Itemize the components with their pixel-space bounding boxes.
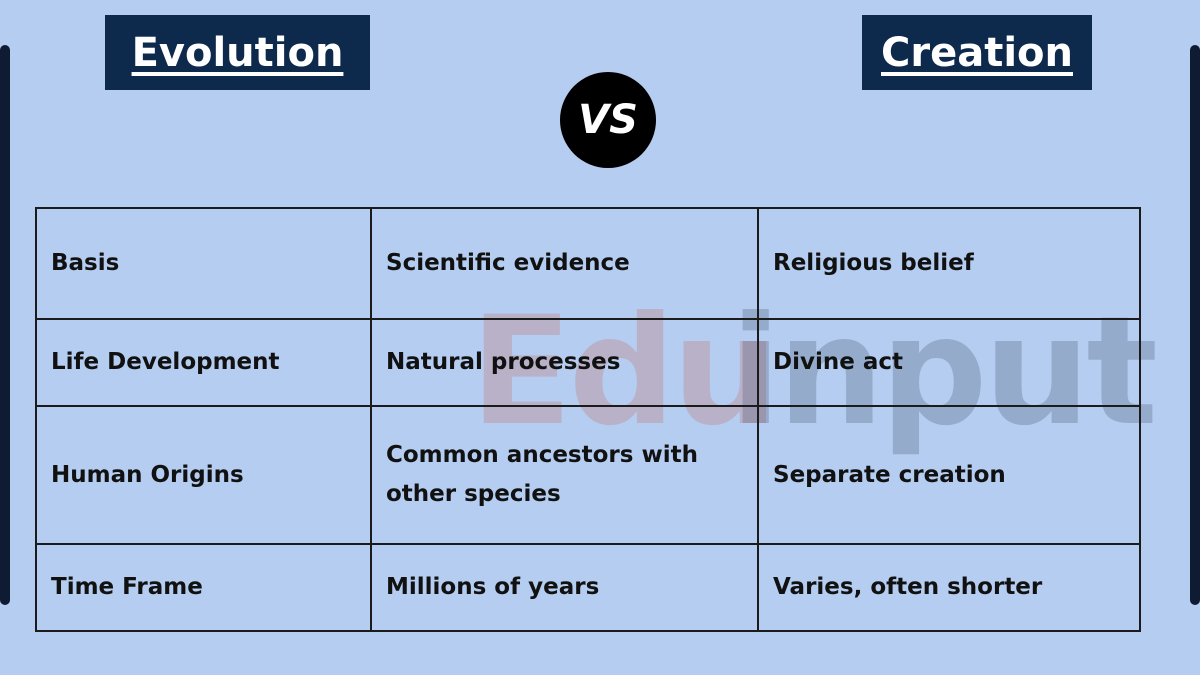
comparison-table: Basis Scientific evidence Religious belief… [35, 207, 1141, 632]
table-cell: Separate creation [757, 405, 1141, 545]
table-cell: Human Origins [35, 405, 372, 545]
table-row: Time Frame Millions of years Varies, often… [35, 543, 1141, 632]
table-cell: Millions of years [370, 543, 759, 632]
table-row: Human Origins Common ancestors with other… [35, 405, 1141, 545]
table-row: Life Development Natural processes Divine … [35, 318, 1141, 407]
table-cell: Time Frame [35, 543, 372, 632]
table-cell: Religious belief [757, 207, 1141, 320]
table-cell: Divine act [757, 318, 1141, 407]
table-cell: Life Development [35, 318, 372, 407]
table-cell: Basis [35, 207, 372, 320]
table-cell: Scientific evidence [370, 207, 759, 320]
right-title: Creation [862, 15, 1092, 90]
table-cell: Natural processes [370, 318, 759, 407]
left-title: Evolution [105, 15, 370, 90]
edge-bar [0, 45, 10, 605]
table-cell: Common ancestors with other species [370, 405, 759, 545]
edge-bar [1190, 45, 1200, 605]
table-cell: Varies, often shorter [757, 543, 1141, 632]
table-row: Basis Scientific evidence Religious belief [35, 207, 1141, 320]
vs-badge: VS [560, 72, 656, 168]
